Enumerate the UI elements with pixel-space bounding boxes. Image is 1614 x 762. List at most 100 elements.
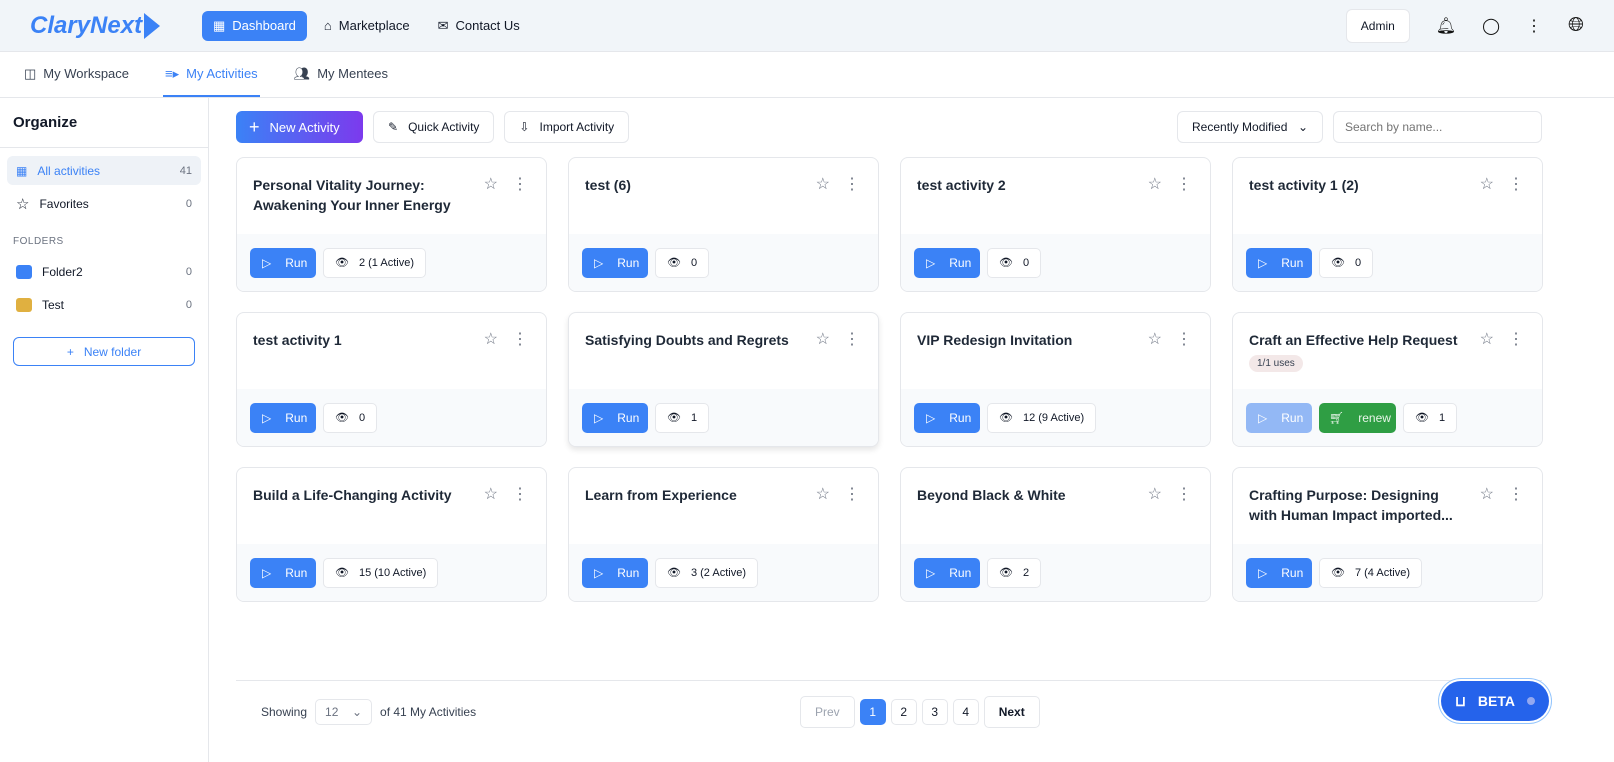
activity-title[interactable]: Learn from Experience [585, 487, 737, 503]
views-badge[interactable]: 👁︎ 1 [1403, 402, 1458, 433]
more-vertical-icon[interactable]: ⋮ [1508, 176, 1524, 193]
views-badge[interactable]: 👁︎ 2 [987, 557, 1042, 588]
tab-my-mentees[interactable]: 👥︎ My Mentees [292, 52, 390, 97]
more-vertical-icon[interactable]: ⋮ [844, 331, 860, 348]
activity-card[interactable]: Personal Vitality Journey: Awakening You… [236, 157, 547, 292]
activity-title[interactable]: Personal Vitality Journey: Awakening You… [253, 177, 451, 213]
views-badge[interactable]: 👁︎ 0 [323, 402, 378, 433]
activity-title[interactable]: test (6) [585, 177, 631, 193]
sort-select[interactable]: Recently Modified ⌄ [1177, 111, 1323, 143]
page-3[interactable]: 3 [921, 698, 948, 725]
activity-title[interactable]: Beyond Black & White [917, 487, 1066, 503]
tab-my-activities[interactable]: ≡▸ My Activities [163, 52, 260, 97]
star-icon[interactable]: ☆ [1479, 176, 1494, 193]
more-vertical-icon[interactable]: ⋮ [512, 486, 528, 503]
star-icon[interactable]: ☆ [483, 331, 498, 348]
activity-card[interactable]: Beyond Black & White ☆ ⋮ ▷ Run 👁︎ 2 [900, 467, 1211, 602]
more-vertical-icon[interactable]: ⋮ [512, 331, 528, 348]
sidebar-item-all-activities[interactable]: ▦ All activities 41 [7, 156, 201, 185]
run-button[interactable]: ▷ Run [914, 247, 980, 278]
more-vertical-icon[interactable]: ⋮ [844, 176, 860, 193]
star-icon[interactable]: ☆ [1147, 331, 1162, 348]
globe-icon[interactable]: 🌐︎ [1568, 14, 1584, 36]
views-badge[interactable]: 👁︎ 3 (2 Active) [655, 557, 758, 588]
more-vertical-icon[interactable]: ⋮ [1508, 486, 1524, 503]
tab-my-workspace[interactable]: ◫ My Workspace [22, 52, 131, 97]
views-badge[interactable]: 👁︎ 0 [1319, 247, 1374, 278]
star-icon[interactable]: ☆ [1479, 331, 1494, 348]
views-badge[interactable]: 👁︎ 0 [987, 247, 1042, 278]
views-badge[interactable]: 👁︎ 2 (1 Active) [323, 247, 426, 278]
new-folder-button[interactable]: + New folder [13, 337, 195, 366]
activity-card[interactable]: test activity 2 ☆ ⋮ ▷ Run 👁︎ 0 [900, 157, 1211, 292]
run-button[interactable]: ▷ Run [582, 247, 648, 278]
run-button[interactable]: ▷ Run [914, 402, 980, 433]
activity-card[interactable]: Build a Life-Changing Activity ☆ ⋮ ▷ Run 👁︎ 15… [236, 467, 547, 602]
more-vertical-icon[interactable]: ⋮ [1526, 17, 1542, 35]
star-icon[interactable]: ☆ [483, 486, 498, 503]
activity-title[interactable]: Crafting Purpose: Designing with Human I… [1249, 487, 1453, 523]
chat-icon[interactable]: ◯ [1482, 17, 1500, 35]
more-vertical-icon[interactable]: ⋮ [1508, 331, 1524, 348]
activity-card[interactable]: test activity 1 ☆ ⋮ ▷ Run 👁︎ 0 [236, 312, 547, 447]
run-button[interactable]: ▷ Run [1246, 557, 1312, 588]
nav-contact-us[interactable]: ✉ Contact Us [427, 11, 531, 41]
logo[interactable]: ClaryNext [30, 12, 202, 40]
next-button[interactable]: Next [983, 695, 1040, 728]
activity-card[interactable]: Crafting Purpose: Designing with Human I… [1232, 467, 1543, 602]
activity-card[interactable]: Craft an Effective Help Request 1/1 uses ☆… [1232, 312, 1543, 447]
activity-card[interactable]: Learn from Experience ☆ ⋮ ▷ Run 👁︎ 3 (2 Active… [568, 467, 879, 602]
search-input[interactable] [1333, 111, 1542, 143]
star-icon[interactable]: ☆ [1147, 486, 1162, 503]
run-button[interactable]: ▷ Run [914, 557, 980, 588]
import-activity-button[interactable]: ⇩ Import Activity [504, 111, 630, 143]
more-vertical-icon[interactable]: ⋮ [512, 176, 528, 193]
star-icon[interactable]: ☆ [815, 176, 830, 193]
star-icon[interactable]: ☆ [1147, 176, 1162, 193]
run-button[interactable]: ▷ Run [582, 557, 648, 588]
quick-activity-button[interactable]: ✎ Quick Activity [373, 111, 495, 143]
views-badge[interactable]: 👁︎ 7 (4 Active) [1319, 557, 1422, 588]
star-icon[interactable]: ☆ [483, 176, 498, 193]
sidebar-folder-folder2[interactable]: Folder2 0 [7, 257, 201, 286]
more-vertical-icon[interactable]: ⋮ [1176, 486, 1192, 503]
views-badge[interactable]: 👁︎ 1 [655, 402, 710, 433]
activity-card[interactable]: test (6) ☆ ⋮ ▷ Run 👁︎ 0 [568, 157, 879, 292]
beta-button[interactable]: ⊔ BETA [1441, 681, 1549, 721]
new-activity-button[interactable]: + New Activity [236, 111, 363, 143]
activity-title[interactable]: test activity 2 [917, 177, 1006, 193]
star-icon[interactable]: ☆ [815, 331, 830, 348]
nav-marketplace[interactable]: ⌂ Marketplace [313, 11, 421, 40]
per-page-select[interactable]: 12 ⌄ [315, 698, 373, 725]
page-2[interactable]: 2 [890, 698, 917, 725]
run-button[interactable]: ▷ Run [250, 247, 316, 278]
star-icon[interactable]: ☆ [1479, 486, 1494, 503]
star-icon[interactable]: ☆ [815, 486, 830, 503]
bell-icon[interactable]: 🔔︎ [1435, 17, 1457, 35]
admin-button[interactable]: Admin [1345, 8, 1410, 43]
activity-title[interactable]: Build a Life-Changing Activity [253, 487, 452, 503]
sidebar-folder-test[interactable]: Test 0 [7, 290, 201, 319]
run-button[interactable]: ▷ Run [250, 402, 316, 433]
activity-title[interactable]: Craft an Effective Help Request [1249, 332, 1458, 348]
run-button[interactable]: ▷ Run [250, 557, 316, 588]
more-vertical-icon[interactable]: ⋮ [1176, 176, 1192, 193]
prev-button[interactable]: Prev [800, 695, 855, 728]
views-badge[interactable]: 👁︎ 0 [655, 247, 710, 278]
views-badge[interactable]: 👁︎ 15 (10 Active) [323, 557, 439, 588]
renew-button[interactable]: 🛒︎ renew [1319, 402, 1396, 433]
nav-dashboard[interactable]: ▦ Dashboard [202, 10, 307, 41]
activity-card[interactable]: test activity 1 (2) ☆ ⋮ ▷ Run 👁︎ 0 [1232, 157, 1543, 292]
activity-title[interactable]: VIP Redesign Invitation [917, 332, 1073, 348]
run-button[interactable]: ▷ Run [582, 402, 648, 433]
page-4[interactable]: 4 [952, 698, 979, 725]
activity-card[interactable]: Satisfying Doubts and Regrets ☆ ⋮ ▷ Run 👁︎ 1 [568, 312, 879, 447]
activity-title[interactable]: test activity 1 (2) [1249, 177, 1359, 193]
activity-title[interactable]: test activity 1 [253, 332, 342, 348]
more-vertical-icon[interactable]: ⋮ [1176, 331, 1192, 348]
sidebar-item-favorites[interactable]: ☆ Favorites 0 [7, 189, 201, 218]
more-vertical-icon[interactable]: ⋮ [844, 486, 860, 503]
page-1[interactable]: 1 [859, 698, 886, 725]
activity-card[interactable]: VIP Redesign Invitation ☆ ⋮ ▷ Run 👁︎ 12 (9 Act… [900, 312, 1211, 447]
run-button[interactable]: ▷ Run [1246, 402, 1312, 433]
